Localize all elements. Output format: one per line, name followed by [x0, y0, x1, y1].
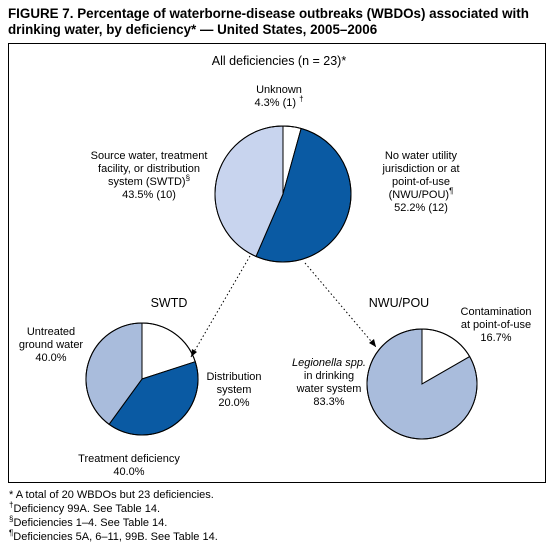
- nwu-pie-outline: [366, 328, 478, 440]
- swtd-label-untreated: Untreated ground water 40.0%: [18, 326, 84, 364]
- chart-frame: All deficiencies (n = 23)* Unknown 4.3% …: [8, 43, 546, 483]
- pie-main: [214, 125, 352, 263]
- nwu-pie-title: NWU/POU: [368, 296, 430, 310]
- main-label-swtd: Source water, treatment facility, or dis…: [90, 150, 208, 201]
- connector-swtd: [190, 255, 251, 358]
- swtd-label-distribution: Distribution system 20.0%: [206, 371, 262, 409]
- main-label-nwu: No water utility jurisdiction or at poin…: [382, 150, 460, 214]
- connector-nwu-arrowhead: [369, 339, 376, 347]
- footnote-3: §Deficiencies 1–4. See Table 14.: [9, 514, 168, 529]
- main-pie-title: All deficiencies (n = 23)*: [211, 54, 347, 68]
- footnote-2: †Deficiency 99A. See Table 14.: [9, 500, 161, 515]
- nwu-label-contamination: Contamination at point-of-use 16.7%: [460, 306, 532, 344]
- swtd-pie-outline: [85, 322, 199, 436]
- main-label-unknown: Unknown 4.3% (1) †: [254, 84, 304, 109]
- pie-nwu: [366, 328, 478, 440]
- footnote-4: ¶Deficiencies 5A, 6–11, 99B. See Table 1…: [9, 528, 218, 543]
- main-pie-outline: [214, 125, 352, 263]
- swtd-pie-title: SWTD: [150, 296, 188, 310]
- pie-charts-svg: [85, 125, 478, 440]
- footnote-1: * A total of 20 WBDOs but 23 deficiencie…: [9, 489, 214, 501]
- swtd-label-treatment: Treatment deficiency 40.0%: [78, 453, 180, 478]
- pie-swtd: [85, 322, 199, 436]
- figure-title: FIGURE 7. Percentage of waterborne-disea…: [8, 6, 529, 37]
- connector-swtd-arrowhead: [191, 349, 197, 357]
- nwu-label-legionella: Legionella spp. in drinking water system…: [291, 357, 366, 408]
